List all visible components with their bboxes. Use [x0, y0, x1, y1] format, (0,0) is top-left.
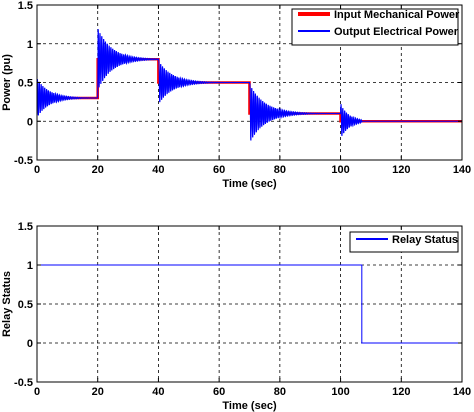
relay-chart-series	[37, 264, 462, 344]
relay-chart-xtick-label: 40	[152, 386, 164, 398]
power-chart-ytick-label: -0.5	[14, 155, 33, 167]
power-chart-ylabel: Power (pu)	[1, 54, 13, 111]
power-chart-xtick-label: 120	[392, 164, 410, 176]
power-chart-xlabel: Time (sec)	[222, 178, 277, 190]
relay-chart-xtick-label: 0	[34, 386, 40, 398]
legend-entry-input-mechanical-power: Input Mechanical Power	[334, 9, 460, 21]
relay-chart-legend: Relay Status	[349, 231, 459, 253]
power-chart-xtick-label: 140	[453, 164, 471, 176]
power-chart-xtick-label: 20	[92, 164, 104, 176]
power-chart-xtick-label: 100	[331, 164, 349, 176]
relay-chart-ytick-label: 1.5	[18, 221, 33, 233]
relay-chart-ytick-label: 0.5	[18, 299, 33, 311]
relay-chart: 0 20 40 60 80 100 120 140-0.500.511.5 Time (sec…	[1, 221, 471, 412]
relay-chart-ylabel: Relay Status	[1, 271, 13, 337]
power-chart-ytick-label: 0	[27, 116, 33, 128]
power-chart-ytick-label: 1	[27, 39, 33, 51]
relay-chart-ticks: 0 20 40 60 80 100 120 140-0.500.511.5	[14, 221, 471, 398]
series-line-output-electrical-power-overlay	[36, 29, 462, 141]
power-chart-xtick-label: 40	[152, 164, 164, 176]
legend-entry-output-electrical-power: Output Electrical Power	[334, 26, 459, 38]
relay-chart-xtick-label: 60	[213, 386, 225, 398]
power-chart-ytick-label: 0.5	[18, 78, 33, 90]
power-chart-series	[36, 29, 462, 141]
relay-chart-xtick-label: 120	[392, 386, 410, 398]
power-chart-xtick-label: 0	[34, 164, 40, 176]
relay-chart-xtick-label: 20	[92, 386, 104, 398]
relay-chart-xlabel: Time (sec)	[222, 400, 277, 412]
series-line-relay-status	[37, 264, 462, 344]
legend-entry-relay-status: Relay Status	[392, 234, 458, 246]
relay-chart-ytick-label: 1	[27, 260, 33, 272]
power-chart-legend: Input Mechanical Power Output Electrical…	[291, 8, 460, 46]
power-chart-xtick-label: 80	[274, 164, 286, 176]
power-chart-ticks: 0 20 40 60 80 100 120 140-0.500.511.5	[14, 0, 471, 176]
power-chart: 0 20 40 60 80 100 120 140-0.500.511.5 Time (sec…	[1, 0, 471, 190]
power-chart-xtick-label: 60	[213, 164, 225, 176]
power-chart-ytick-label: 1.5	[18, 0, 33, 12]
relay-chart-xtick-label: 100	[331, 386, 349, 398]
relay-chart-xtick-label: 80	[274, 386, 286, 398]
relay-chart-xtick-label: 140	[453, 386, 471, 398]
relay-chart-legend-box	[349, 231, 459, 253]
relay-chart-ytick-label: -0.5	[14, 377, 33, 389]
relay-chart-ytick-label: 0	[27, 338, 33, 350]
